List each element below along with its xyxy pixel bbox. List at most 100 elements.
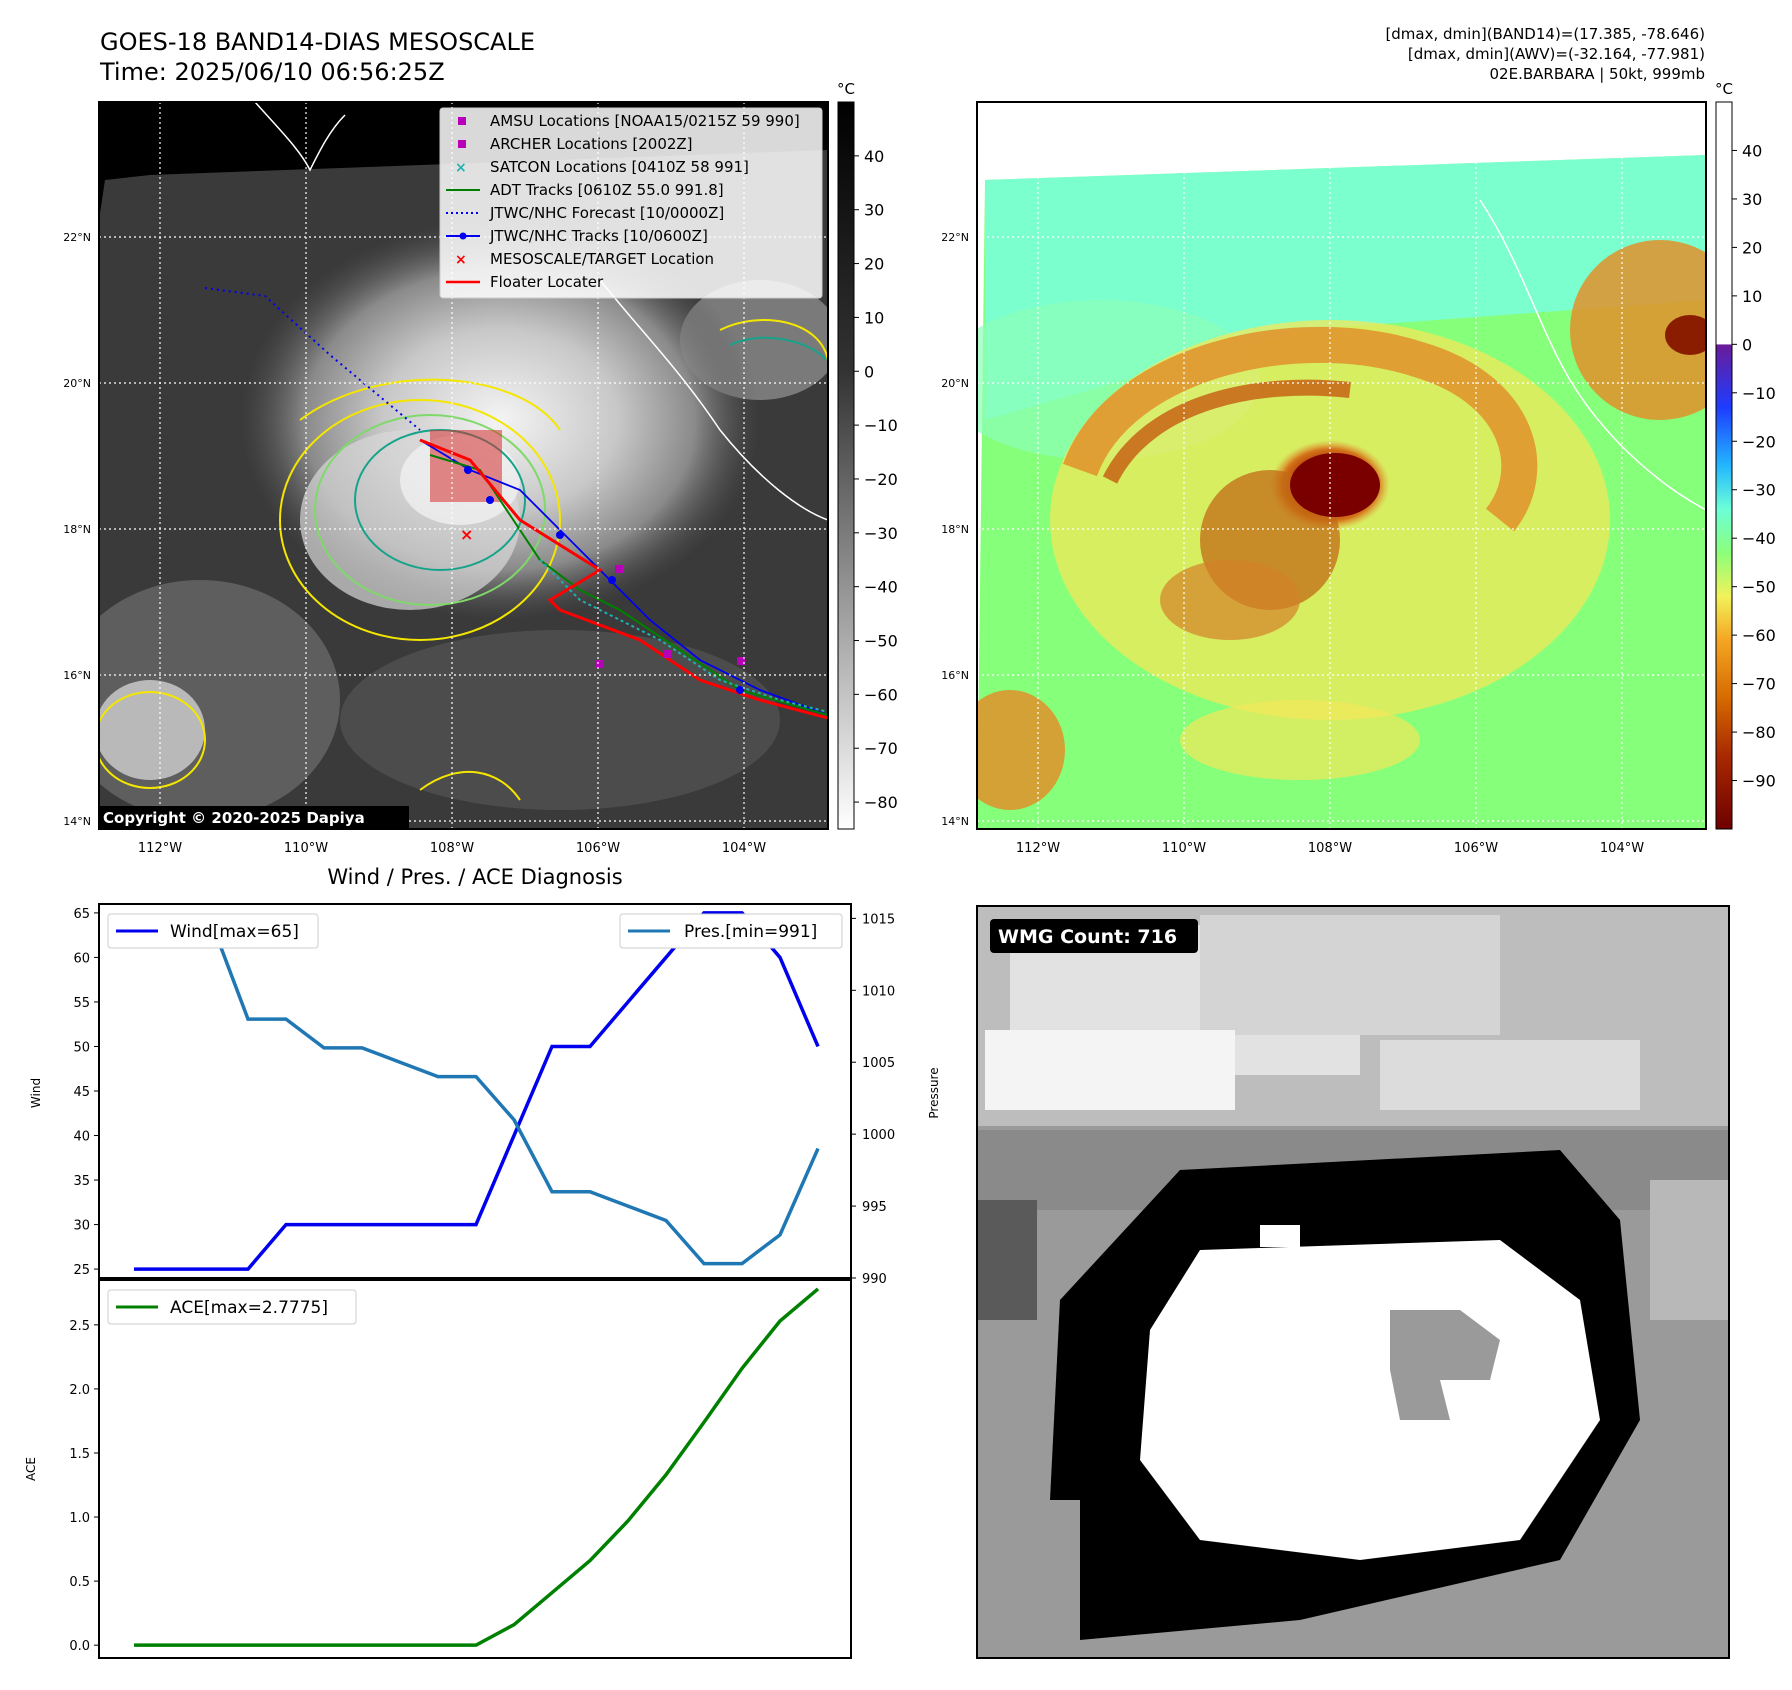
awv-lon-108: 108°W — [1308, 841, 1352, 856]
copyright-badge — [99, 806, 409, 830]
awv-colorbar-tick-label: 10 — [1742, 287, 1762, 306]
legend-target: MESOSCALE/TARGET Location — [490, 250, 714, 268]
wind-legend-label: Wind[max=65] — [170, 922, 299, 942]
awv-lat-16: 16°N — [941, 669, 969, 682]
ir-lon-104: 104°W — [722, 841, 766, 856]
awv-colorbar-tick-label: 30 — [1742, 190, 1762, 209]
pres-legend: Pres.[min=991] — [619, 913, 843, 949]
pressure-tick-label: 990 — [862, 1272, 887, 1287]
pressure-axis-label: Pressure — [927, 1067, 941, 1118]
svg-text:×: × — [460, 525, 473, 544]
ir-colorbar-tick-label: −50 — [864, 632, 898, 651]
info-line-1: [dmax, dmin](BAND14)=(17.385, -78.646) — [1385, 25, 1705, 43]
awv-colorbar-tick-label: −30 — [1742, 481, 1776, 500]
pressure-tick-label: 995 — [862, 1200, 887, 1215]
wind-tick-label: 25 — [73, 1263, 90, 1278]
ir-colorbar: °C 40 30 20 10 0 −10 −20 −30 −40 −50 −60 −70 −80 — [837, 80, 898, 830]
wind-pres-chart: Wind Pressure 25 30 35 40 45 50 55 60 65 990 995 1… — [29, 903, 941, 1287]
ir-colorbar-tick-label: −40 — [864, 578, 898, 597]
ir-lat-18: 18°N — [63, 523, 91, 536]
ir-colorbar-tick-label: −30 — [864, 524, 898, 543]
ace-series-line — [134, 1287, 820, 1647]
awv-colorbar-tick-label: −60 — [1742, 626, 1776, 645]
wind-tick-label: 45 — [73, 1085, 90, 1100]
awv-lon-112: 112°W — [1016, 841, 1060, 856]
legend-archer-square-icon — [458, 140, 466, 148]
ir-colorbar-tick-label: −80 — [864, 793, 898, 812]
awv-colorbar-tick-label: 40 — [1742, 141, 1762, 160]
ir-lon-112: 112°W — [138, 841, 182, 856]
awv-colorbar-tick-label: −50 — [1742, 578, 1776, 597]
ir-colorbar-tick-label: 20 — [864, 255, 884, 274]
ir-lat-16: 16°N — [63, 669, 91, 682]
wmg-panel: WMG Count: 716 — [976, 905, 1730, 1659]
info-line-3: 02E.BARBARA | 50kt, 999mb — [1490, 65, 1705, 83]
ir-colorbar-tick-label: 30 — [864, 201, 884, 220]
wind-axis-label: Wind — [29, 1078, 43, 1108]
figure-title: GOES-18 BAND14-DIAS MESOSCALE — [100, 28, 535, 56]
awv-colorbar-tick-label: 0 — [1742, 335, 1752, 354]
wind-tick-label: 65 — [73, 907, 90, 922]
ir-colorbar-tick-label: −20 — [864, 470, 898, 489]
ace-tick-label: 1.0 — [69, 1511, 90, 1526]
wind-tick-label: 30 — [73, 1219, 90, 1234]
awv-colorbar: °C 40 30 20 10 0 −10 −20 −30 −40 −50 −60 −70 −80 −90 — [1715, 80, 1776, 830]
pressure-series-line — [134, 916, 820, 1266]
awv-colorbar-tick-label: −10 — [1742, 384, 1776, 403]
legend-tracks: JTWC/NHC Tracks [10/0600Z] — [489, 227, 708, 245]
wind-tick-label: 50 — [73, 1040, 90, 1055]
legend-amsu: AMSU Locations [NOAA15/0215Z 59 990] — [490, 112, 800, 130]
ir-lat-20: 20°N — [63, 377, 91, 390]
awv-colorbar-tick-label: −40 — [1742, 529, 1776, 548]
wind-tick-label: 55 — [73, 996, 90, 1011]
ace-tick-label: 0.5 — [69, 1575, 90, 1590]
wmg-count-badge — [990, 919, 1198, 953]
ir-colorbar-tick-label: −70 — [864, 739, 898, 758]
awv-lat-18: 18°N — [941, 523, 969, 536]
pres-legend-label: Pres.[min=991] — [684, 922, 817, 942]
awv-colorbar-unit: °C — [1715, 80, 1733, 98]
wind-tick-label: 35 — [73, 1174, 90, 1189]
pressure-tick-label: 1015 — [862, 912, 895, 927]
ace-tick-label: 2.0 — [69, 1383, 90, 1398]
ir-lat-14: 14°N — [63, 815, 91, 828]
ir-colorbar-tick-label: −60 — [864, 685, 898, 704]
wmg-count-label: WMG Count: 716 — [998, 926, 1177, 948]
ace-tick-label: 1.5 — [69, 1447, 90, 1462]
ir-colorbar-unit: °C — [837, 80, 855, 98]
track-legend: AMSU Locations [NOAA15/0215Z 59 990] ARC… — [439, 107, 823, 299]
legend-floater: Floater Locater — [490, 273, 604, 291]
ace-tick-label: 0.0 — [69, 1639, 90, 1654]
figure-time: Time: 2025/06/10 06:56:25Z — [99, 58, 445, 86]
legend-satcon-x-icon: × — [455, 160, 467, 176]
ir-lon-108: 108°W — [430, 841, 474, 856]
ir-colorbar-tick-label: 10 — [864, 308, 884, 327]
awv-lat-14: 14°N — [941, 815, 969, 828]
awv-colorbar-tick-label: −80 — [1742, 723, 1776, 742]
awv-colorbar-tick-label: −20 — [1742, 432, 1776, 451]
awv-lat-22: 22°N — [941, 231, 969, 244]
legend-satcon: SATCON Locations [0410Z 58 991] — [490, 158, 749, 176]
ace-chart: ACE 0.0 0.5 1.0 1.5 2.0 2.5 ACE[max=2.7775] — [24, 1279, 852, 1659]
awv-lon-104: 104°W — [1600, 841, 1644, 856]
awv-lon-110: 110°W — [1162, 841, 1206, 856]
pressure-tick-label: 1010 — [862, 984, 895, 999]
wind-series-line — [134, 911, 820, 1271]
copyright-text: Copyright © 2020-2025 Dapiya — [103, 809, 365, 827]
ir-colorbar-tick-label: −10 — [864, 416, 898, 435]
wind-tick-label: 40 — [73, 1130, 90, 1145]
ir-colorbar-tick-label: 40 — [864, 147, 884, 166]
awv-colorbar-tick-label: 20 — [1742, 238, 1762, 257]
wind-tick-label: 60 — [73, 951, 90, 966]
awv-map-panel: 22°N 20°N 18°N 16°N 14°N 112°W 110°W 108… — [941, 101, 1707, 856]
awv-colorbar-tick-label: −70 — [1742, 675, 1776, 694]
ace-tick-label: 2.5 — [69, 1319, 90, 1334]
legend-target-x-icon: × — [455, 252, 467, 268]
legend-forecast: JTWC/NHC Forecast [10/0000Z] — [489, 204, 724, 222]
wind-legend: Wind[max=65] — [107, 913, 319, 949]
pressure-tick-label: 1005 — [862, 1056, 895, 1071]
ir-colorbar-tick-label: 0 — [864, 362, 874, 381]
ir-lon-110: 110°W — [284, 841, 328, 856]
info-line-2: [dmax, dmin](AWV)=(-32.164, -77.981) — [1408, 45, 1705, 63]
